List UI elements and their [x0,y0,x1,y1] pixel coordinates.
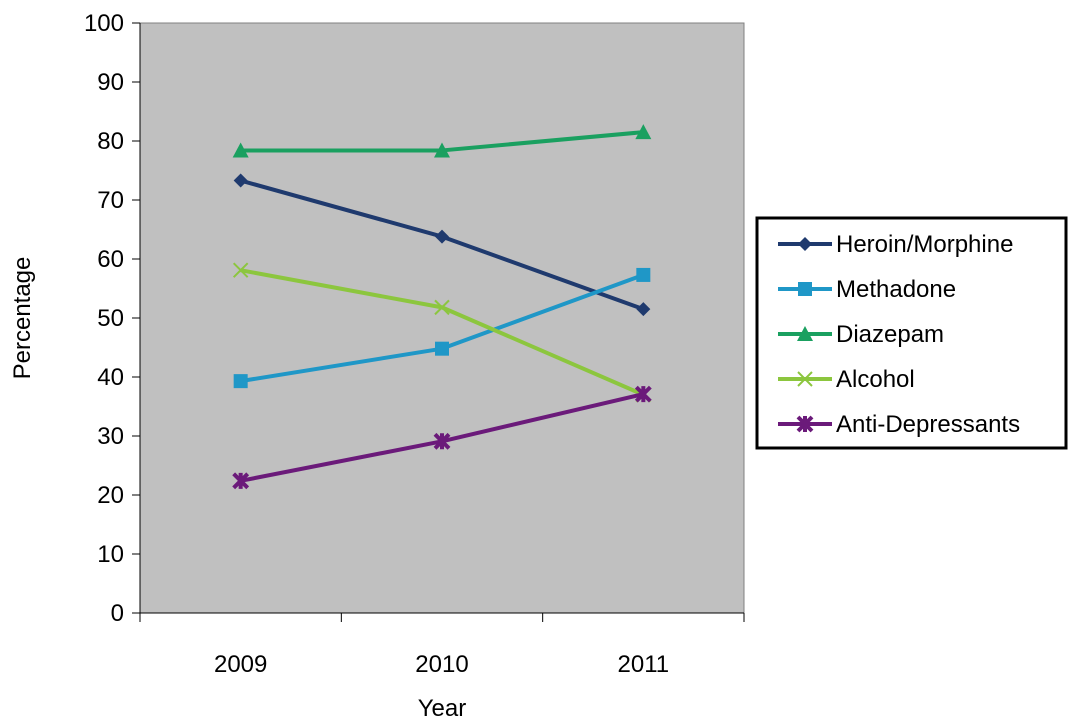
data-point [636,302,651,317]
data-point [232,472,250,490]
data-point [635,124,652,140]
legend-label: Methadone [836,276,956,303]
y-tick-label: 40 [97,364,124,391]
x-axis-title: Year [418,695,467,722]
y-tick-label: 0 [111,600,124,627]
data-point [232,142,249,158]
x-axis-ticks: 2009 2010 2011 [139,613,745,678]
data-point [232,262,249,278]
legend-swatch-marker [798,282,812,296]
y-tick-label: 90 [97,69,124,96]
series-markers [232,124,652,490]
legend-label: Diazepam [836,321,944,348]
y-tick-label: 30 [97,423,124,450]
legend-label: Alcohol [836,366,915,393]
legend-swatch-marker [797,326,813,341]
legend: Heroin/Morphine Methadone Diazepam Alcohol A… [755,216,1068,450]
y-tick-label: 100 [84,10,124,37]
data-point [636,267,651,282]
legend-label: Heroin/Morphine [836,231,1013,258]
data-point [435,341,449,356]
legend-swatch-marker [796,415,814,433]
y-tick-label: 10 [97,541,124,568]
y-axis-ticks: 0 10 20 30 40 50 60 70 80 90 100 [84,10,140,627]
y-tick-label: 60 [97,246,124,273]
legend-label: Anti-Depressants [836,411,1020,438]
plot-area [139,22,745,614]
data-point [435,229,449,244]
data-point [233,173,248,188]
legend-swatch-marker [798,237,812,251]
data-point [434,142,450,158]
x-tick-label: 2009 [214,651,267,678]
data-point [434,299,450,316]
y-tick-label: 50 [97,305,124,332]
y-axis-title: Percentage [9,257,36,380]
y-tick-label: 80 [97,128,124,155]
x-tick-label: 2011 [618,651,670,678]
data-point [233,374,248,389]
data-point [634,385,652,403]
y-tick-label: 70 [97,187,124,214]
data-point [433,432,451,450]
x-tick-label: 2010 [415,651,468,678]
y-tick-label: 20 [97,482,124,509]
legend-swatch-marker [797,371,813,387]
